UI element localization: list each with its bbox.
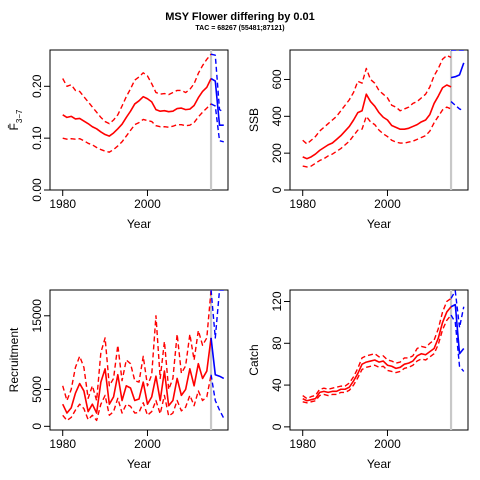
x-tick-label: 1980 (289, 437, 316, 451)
y-axis-label: F̄3−7 (7, 109, 24, 130)
x-tick-label: 1980 (289, 197, 316, 211)
x-tick-label: 1980 (49, 437, 76, 451)
series-estimate (62, 78, 212, 137)
y-axis-label: Recruitment (7, 327, 21, 392)
y-tick-label: 0.00 (30, 178, 44, 202)
x-tick-label: 1980 (49, 197, 76, 211)
y-tick-label: 200 (270, 143, 284, 163)
plot-frame (289, 49, 469, 191)
forecast-upper (210, 290, 224, 339)
y-tick-label: 80 (270, 336, 284, 350)
x-tick-label: 2000 (374, 197, 401, 211)
data-layer (61, 290, 225, 430)
y-tick-label: 40 (270, 378, 284, 392)
x-tick-label: 2000 (134, 437, 161, 451)
series-upper (302, 54, 452, 145)
y-tick-label: 15000 (30, 299, 44, 333)
x-axis-label: Year (127, 457, 151, 471)
y-tick-label: 120 (270, 291, 284, 311)
data-layer (302, 50, 465, 190)
series-upper (62, 53, 212, 125)
forecast-estimate (210, 337, 225, 380)
series-lower (62, 374, 212, 422)
series-estimate (61, 337, 212, 414)
data-layer (62, 50, 225, 190)
plot-frame (49, 49, 229, 191)
forecast-estimate (450, 62, 465, 79)
y-tick-label: 0 (30, 423, 44, 430)
y-axis-label: SSB (247, 108, 261, 132)
plot-frame (289, 289, 469, 431)
series-upper (302, 297, 452, 400)
forecast-lower (450, 314, 465, 372)
panel-f: 1980 2000 0.00 0.10 0.20 Year F̄3−7 (7, 49, 229, 231)
panel-ssb: 1980 2000 0 200 400 600 Year SSB (247, 49, 469, 231)
y-tick-label: 0 (270, 423, 284, 430)
series-lower (302, 106, 452, 168)
forecast-estimate (210, 77, 224, 126)
data-layer (302, 290, 465, 430)
x-axis-label: Year (367, 457, 391, 471)
forecast-lower (450, 101, 465, 112)
y-axis-label-subscript: 3−7 (15, 109, 24, 123)
forecast-upper (210, 53, 225, 113)
y-tick-label: 600 (270, 69, 284, 89)
forecast-upper (450, 290, 465, 329)
chart-subtitle: TAC = 68267 (55481;87121) (195, 25, 284, 32)
series-estimate (302, 306, 452, 402)
series-lower (62, 103, 212, 153)
y-tick-label: 400 (270, 106, 284, 126)
x-tick-label: 2000 (374, 437, 401, 451)
series-lower (302, 314, 452, 404)
plot-frame (49, 289, 229, 431)
y-tick-label: 5000 (30, 376, 44, 403)
forecast-lower (210, 103, 224, 143)
series-upper (62, 290, 212, 402)
y-tick-label: 0 (270, 186, 284, 193)
y-tick-label: 0.20 (30, 74, 44, 98)
y-axis-label: Catch (247, 344, 261, 375)
x-axis-label: Year (367, 217, 391, 231)
panel-catch: 1980 2000 0 40 80 120 Year Catch (247, 289, 469, 471)
panel-recruitment: 1980 2000 0 5000 15000 Year Recruitment (7, 289, 229, 471)
series-estimate (302, 84, 452, 160)
x-tick-label: 2000 (134, 197, 161, 211)
forecast-estimate (450, 303, 465, 355)
x-axis-label: Year (127, 217, 151, 231)
chart-title: MSY Flower differing by 0.01 (165, 11, 315, 23)
forecast-lower (210, 374, 225, 419)
y-tick-label: 0.10 (30, 126, 44, 150)
